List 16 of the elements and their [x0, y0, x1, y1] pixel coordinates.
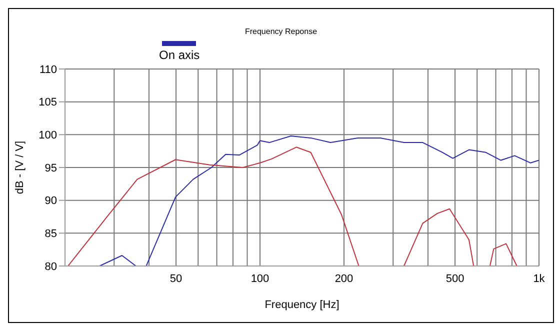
y-tick-label: 80: [44, 260, 57, 273]
y-tick-label: 100: [38, 130, 57, 142]
y-tick-label: 85: [44, 228, 57, 240]
x-axis-title: Frequency [Hz]: [264, 299, 340, 311]
y-axis-title: dB - [V / V]: [14, 140, 26, 194]
y-tick-label: 90: [44, 195, 57, 208]
x-tick-label: 500: [446, 272, 464, 285]
y-tick-label: 110: [39, 64, 57, 76]
x-tick-label: 200: [334, 272, 354, 285]
x-tick-label: 50: [170, 272, 182, 285]
x-tick-label: 1k: [533, 272, 546, 285]
chart-title: Frequency Reponse: [244, 27, 318, 36]
y-tick-label: 105: [38, 96, 57, 109]
x-tick-label: 100: [250, 272, 270, 285]
y-tick-label: 95: [44, 162, 57, 174]
legend-label: On axis: [159, 48, 200, 62]
